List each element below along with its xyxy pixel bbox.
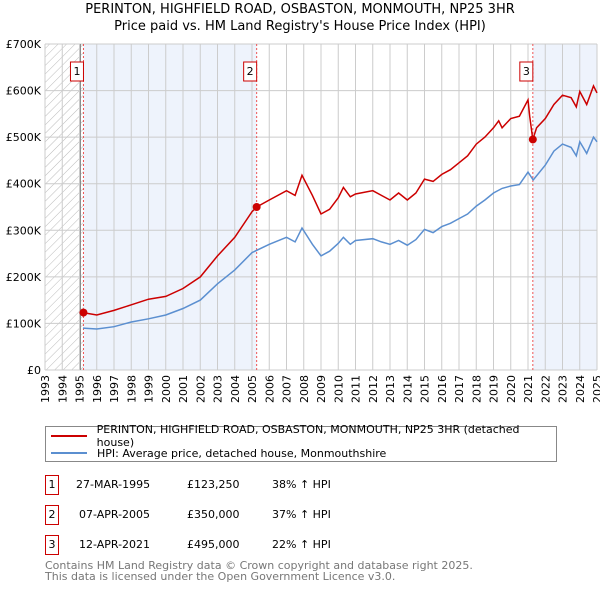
x-tick-label: 1998 [125,375,138,403]
sale-point [528,135,537,144]
y-tick-label: £400K [6,178,42,191]
pre-data-hatch [45,44,84,370]
x-tick-label: 1997 [108,375,121,403]
legend-label: PERINTON, HIGHFIELD ROAD, OSBASTON, MONM… [96,423,520,449]
chart-subtitle: Price paid vs. HM Land Registry's House … [114,19,486,34]
legend: PERINTON, HIGHFIELD ROAD, OSBASTON, MONM… [45,423,557,462]
x-tick-label: 2015 [419,375,432,403]
y-tick-label: £600K [6,85,42,98]
sale-badge: 2 [45,505,59,525]
x-tick-label: 2024 [574,375,587,403]
sale-point [79,308,88,317]
sale-hpi: 22% ↑ HPI [272,538,331,551]
sale-badge: 1 [45,475,59,495]
x-tick-label: 2019 [488,375,501,403]
x-tick-label: 2025 [591,375,600,403]
x-tick-label: 2011 [350,375,363,403]
sale-date: 12-APR-2021 [79,538,151,551]
legend-swatch-red [51,435,87,437]
x-tick-label: 2008 [298,375,311,403]
x-tick-label: 2018 [470,375,483,403]
x-tick-label: 2006 [263,375,276,403]
x-tick-label: 1994 [56,375,69,403]
x-tick-label: 2010 [332,375,345,403]
x-tick-label: 2001 [177,375,190,403]
sale-callout-box [519,61,534,82]
table-row: 3 12-APR-2021 £495,000 22% ↑ HPI [45,535,545,555]
x-tick-label: 1999 [143,375,156,403]
price-chart: 1993 1994 1995 1996 1997 1998 1999 2000 2001 2002… [6,38,600,403]
sale-hpi: 38% ↑ HPI [272,478,331,491]
sale-price: £495,000 [187,538,240,551]
x-tick-label: 2017 [453,375,466,403]
sale-date: 07-APR-2005 [79,508,151,521]
sale-date: 27-MAR-1995 [76,478,151,491]
y-tick-label: £500K [6,131,42,144]
x-tick-label: 2007 [281,375,294,403]
table-row: 2 07-APR-2005 £350,000 37% ↑ HPI [45,505,545,525]
x-tick-label: 2009 [315,375,328,403]
series-line [82,84,598,316]
series-line [82,135,598,330]
sale-point [252,203,261,211]
y-tick-label: £100K [6,317,42,330]
y-tick-label: £300K [6,224,42,237]
footer-licence: This data is licensed under the Open Gov… [45,570,396,583]
legend-item-property: PERINTON, HIGHFIELD ROAD, OSBASTON, MONM… [51,423,556,449]
x-tick-label: 2002 [194,375,207,403]
sale-callout-label: 1 [73,65,80,78]
legend-label: HPI: Average price, detached house, Monm… [97,446,387,460]
chart-title: PERINTON, HIGHFIELD ROAD, OSBASTON, MONM… [85,2,515,17]
shade-region [532,44,597,370]
x-tick-label: 1993 [39,375,52,403]
sale-badge: 3 [45,535,59,555]
x-tick-label: 2016 [436,375,449,403]
sale-callout-box [69,61,84,82]
y-tick-label: £700K [6,38,42,51]
x-tick-label: 2022 [539,375,552,403]
footer-copyright: Contains HM Land Registry data © Crown c… [45,559,473,572]
x-tick-label: 2012 [367,375,380,403]
x-tick-label: 2013 [384,375,397,403]
sale-price: £123,250 [187,478,240,491]
x-tick-label: 2003 [212,375,225,403]
sale-callout-label: 3 [523,65,530,78]
table-row: 1 27-MAR-1995 £123,250 38% ↑ HPI [45,475,545,495]
legend-item-hpi: HPI: Average price, detached house, Monm… [51,445,386,461]
y-tick-label: £200K [6,271,42,284]
x-tick-label: 1995 [74,375,87,403]
x-tick-label: 2004 [229,375,242,403]
x-tick-label: 2014 [401,375,414,403]
sale-price: £350,000 [187,508,240,521]
x-tick-label: 2020 [505,375,518,403]
sale-hpi: 37% ↑ HPI [272,508,331,521]
y-tick-label: £0 [27,364,41,377]
x-tick-label: 2023 [557,375,570,403]
shade-region [83,44,257,370]
x-tick-label: 2005 [246,375,259,403]
x-tick-label: 1996 [91,375,104,403]
sale-callout-label: 2 [247,65,254,78]
x-tick-label: 2021 [522,375,535,403]
x-tick-label: 2000 [160,375,173,403]
sale-callout-box [243,61,258,82]
legend-swatch-blue [51,452,87,454]
